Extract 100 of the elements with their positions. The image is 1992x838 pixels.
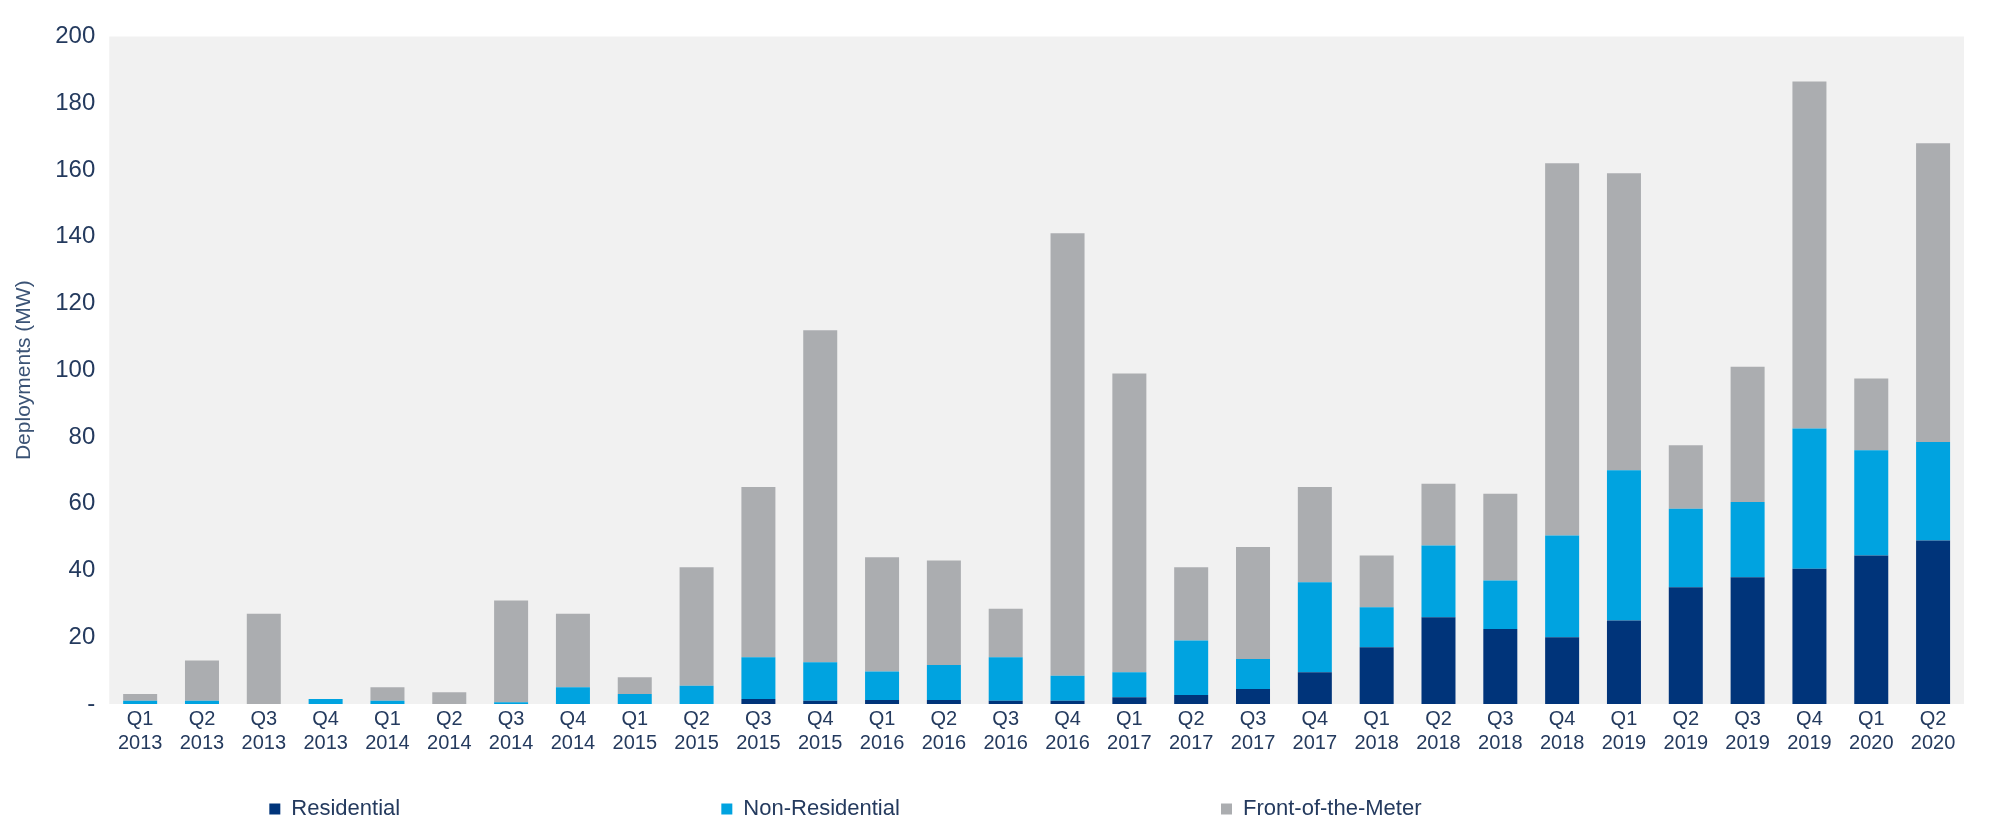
y-tick-label: 60	[68, 488, 96, 516]
bar	[803, 330, 838, 663]
bar	[741, 487, 776, 658]
bar	[865, 557, 900, 672]
bar	[926, 664, 961, 700]
y-tick-label: -	[87, 688, 96, 716]
y-tick-label: 120	[55, 288, 96, 316]
x-tick-label: Q3 2019	[1725, 706, 1770, 753]
bar	[1050, 675, 1085, 701]
bar	[741, 698, 776, 704]
legend-label: Residential	[291, 795, 682, 821]
x-tick-label: Q3 2015	[736, 706, 781, 753]
bar	[555, 687, 590, 704]
bar	[1112, 697, 1147, 704]
x-tick-label: Q4 2018	[1539, 706, 1585, 753]
x-tick-label: Q1 2015	[612, 706, 658, 753]
bar	[988, 608, 1023, 658]
bar	[494, 600, 529, 703]
bar	[246, 613, 281, 704]
x-tick-label: Q2 2018	[1416, 706, 1461, 753]
x-tick-label: Q4 2013	[303, 706, 348, 753]
y-tick-label: 140	[55, 221, 96, 249]
y-tick-label: 180	[55, 87, 96, 115]
bar	[1916, 540, 1951, 704]
bar	[1359, 647, 1394, 704]
x-tick-label: Q2 2019	[1663, 706, 1709, 753]
bar	[1545, 535, 1580, 638]
bar	[123, 693, 158, 701]
bar	[1606, 470, 1641, 621]
bar	[1606, 173, 1641, 471]
bar	[1174, 640, 1209, 695]
bar	[1236, 688, 1271, 704]
bar	[432, 692, 467, 704]
bar	[1297, 672, 1332, 704]
bar	[679, 567, 714, 686]
bar	[1359, 555, 1394, 608]
bar	[1730, 577, 1765, 704]
x-tick-label: Q2 2015	[674, 706, 719, 753]
y-tick-label: 100	[55, 354, 96, 382]
x-tick-label: Q3 2017	[1230, 706, 1276, 753]
bar	[1916, 441, 1951, 541]
x-tick-label: Q3 2018	[1478, 706, 1523, 753]
bar	[1730, 366, 1765, 503]
bar	[1854, 555, 1889, 704]
legend-label: Non-Residential	[743, 795, 1182, 821]
bar	[1483, 493, 1518, 581]
bar	[1792, 428, 1827, 569]
bar	[803, 662, 838, 701]
x-tick-label: Q1 2017	[1107, 706, 1152, 753]
bar	[1421, 545, 1456, 618]
bar	[1112, 672, 1147, 698]
bar	[865, 671, 900, 700]
bar	[1297, 487, 1332, 583]
bar	[1545, 637, 1580, 704]
bar	[1483, 580, 1518, 629]
bar	[679, 685, 714, 704]
bar	[1483, 628, 1518, 704]
x-tick-label: Q1 2014	[365, 706, 410, 753]
x-tick-label: Q4 2014	[550, 706, 596, 753]
bar	[1174, 567, 1209, 641]
y-axis-title: Deployments (MW)	[11, 280, 35, 461]
bar	[1236, 547, 1271, 659]
bar	[1854, 450, 1889, 556]
bar	[1359, 607, 1394, 648]
bar	[1421, 617, 1456, 704]
bar	[1730, 502, 1765, 578]
bar	[555, 613, 590, 688]
y-tick-label: 80	[68, 421, 96, 449]
x-tick-label: Q1 2020	[1849, 706, 1894, 753]
x-tick-label: Q2 2020	[1910, 706, 1956, 753]
bar	[617, 693, 652, 704]
bar	[370, 687, 405, 701]
x-tick-label: Q1 2016	[859, 706, 905, 753]
bar	[1050, 233, 1085, 676]
x-tick-label: Q4 2019	[1787, 706, 1832, 753]
x-tick-label: Q3 2016	[983, 706, 1028, 753]
bar	[926, 699, 961, 704]
bar	[1112, 373, 1147, 673]
x-tick-label: Q4 2016	[1045, 706, 1090, 753]
bar	[741, 657, 776, 699]
x-tick-label: Q1 2019	[1601, 706, 1647, 753]
bar	[1545, 163, 1580, 536]
bar	[1916, 143, 1951, 442]
bar	[1792, 81, 1827, 429]
bar	[988, 657, 1023, 701]
bar	[308, 698, 343, 704]
x-tick-label: Q2 2017	[1168, 706, 1214, 753]
bar	[1606, 620, 1641, 704]
y-tick-label: 40	[68, 555, 96, 583]
x-tick-label: Q4 2015	[797, 706, 843, 753]
bar	[865, 699, 900, 704]
x-tick-label: Q1 2013	[117, 706, 163, 753]
bar	[1668, 445, 1703, 509]
bar	[617, 677, 652, 694]
bar	[1421, 483, 1456, 546]
legend-label: Front-of-the-Meter	[1243, 795, 1703, 821]
bar	[1792, 568, 1827, 704]
x-tick-label: Q2 2016	[921, 706, 967, 753]
bar	[1236, 658, 1271, 689]
bar	[926, 560, 961, 665]
